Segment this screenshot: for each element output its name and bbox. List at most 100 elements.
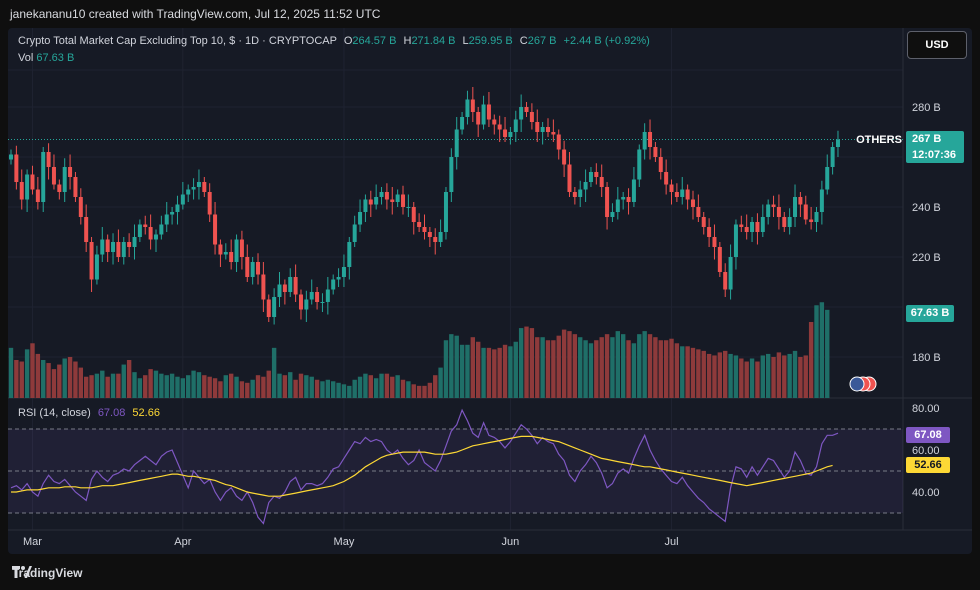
candle-body xyxy=(443,192,448,232)
candle-body xyxy=(717,247,722,272)
candle-body xyxy=(159,224,164,235)
candle-body xyxy=(320,302,325,303)
volume-bar xyxy=(658,340,663,398)
candle-body xyxy=(100,239,105,255)
volume-bar xyxy=(545,340,551,398)
candle-body xyxy=(690,199,695,207)
candle-body xyxy=(588,172,593,182)
volume-bar xyxy=(422,385,427,398)
volume-bar xyxy=(357,376,363,398)
currency-button[interactable]: USD xyxy=(907,31,967,59)
candle-body xyxy=(272,297,277,317)
volume-bar xyxy=(277,373,282,398)
candle-body xyxy=(599,177,604,187)
candle-body xyxy=(771,204,776,207)
rsi-axis-label: 67.08 xyxy=(906,427,950,444)
candle-body xyxy=(540,127,545,132)
volume-bar xyxy=(604,334,610,398)
volume-bar xyxy=(336,382,341,398)
volume-bar xyxy=(57,364,62,398)
volume-bar xyxy=(314,379,320,398)
rsi-legend-value: 67.08 xyxy=(97,407,126,419)
volume-bar xyxy=(255,375,261,398)
volume-bar xyxy=(261,376,266,398)
candle-body xyxy=(615,199,620,212)
volume-bar xyxy=(30,343,35,398)
volume-bar xyxy=(572,334,578,398)
candle-body xyxy=(830,147,835,167)
candle-body xyxy=(481,104,486,125)
volume-bar xyxy=(143,375,148,398)
candle-body xyxy=(35,189,40,202)
volume-bar xyxy=(379,373,384,398)
time-tick-label: Jun xyxy=(502,536,520,548)
rsi-band xyxy=(8,428,903,514)
candle-body xyxy=(760,217,765,232)
price-tick-label: 220 B xyxy=(912,252,941,264)
candle-body xyxy=(572,192,577,197)
volume-bar xyxy=(223,375,228,398)
candle-body xyxy=(132,237,137,247)
candle-body xyxy=(395,194,400,202)
volume-bar xyxy=(454,335,459,398)
candles xyxy=(9,87,840,325)
candle-body xyxy=(551,132,556,135)
candle-body xyxy=(57,184,62,192)
candle-body xyxy=(137,224,142,237)
candle-body xyxy=(229,252,234,262)
candle-body xyxy=(73,177,78,197)
candle-body xyxy=(293,277,298,295)
volume-bar xyxy=(126,360,132,398)
high-label: H xyxy=(403,35,412,47)
volume-bar xyxy=(685,346,690,398)
volume-bar xyxy=(680,346,685,398)
volume-bar xyxy=(610,337,615,398)
volume-bar xyxy=(588,343,594,398)
candle-body xyxy=(261,274,266,300)
candle-body xyxy=(669,184,674,192)
candle-body xyxy=(218,244,223,255)
candle-body xyxy=(782,217,787,227)
candle-body xyxy=(170,212,175,215)
candle-body xyxy=(352,224,357,242)
chart-legend: Crypto Total Market Cap Excluding Top 10… xyxy=(18,35,650,47)
volume-bar xyxy=(508,346,513,398)
volume-bar xyxy=(701,350,706,398)
candle-body xyxy=(798,197,803,205)
volume-bar xyxy=(433,375,438,398)
candle-body xyxy=(78,197,83,217)
axes: 280 B 240 B 220 B 180 B 80.00 60.00 40.00 Mar Ap… xyxy=(23,102,941,548)
candle-body xyxy=(277,284,282,297)
volume-bar xyxy=(250,379,255,398)
rsi-legend-ma: 52.66 xyxy=(132,407,160,419)
tradingview-brand[interactable]: TradingView xyxy=(12,566,82,580)
volume-bar xyxy=(395,375,400,398)
volume-bar xyxy=(803,355,808,398)
volume-bar xyxy=(637,334,642,398)
attribution-bar: janekananu10 created with TradingView.co… xyxy=(0,0,980,28)
volume-bar xyxy=(159,373,164,398)
volume-bar xyxy=(282,375,288,398)
volume-bar xyxy=(24,349,30,398)
volume-bar xyxy=(110,373,116,398)
volume-bar xyxy=(620,334,626,398)
candle-body xyxy=(14,154,19,182)
candle-body xyxy=(19,182,24,200)
candle-body xyxy=(121,242,126,257)
candle-body xyxy=(186,189,191,195)
candle-body xyxy=(497,124,502,130)
volume-bar xyxy=(438,367,443,398)
volume-bar xyxy=(696,349,701,398)
close-value: 267 B xyxy=(527,35,557,47)
candle-body xyxy=(422,227,427,232)
candle-body xyxy=(492,119,497,125)
volume-label: Vol xyxy=(18,52,34,64)
volume-bar xyxy=(207,376,212,398)
bar-countdown: 12:07:36 xyxy=(912,149,957,161)
volume-bar xyxy=(459,344,465,398)
volume-bar xyxy=(46,363,51,398)
candle-body xyxy=(438,232,443,242)
candle-body xyxy=(755,222,760,232)
volume-bar xyxy=(583,340,588,398)
